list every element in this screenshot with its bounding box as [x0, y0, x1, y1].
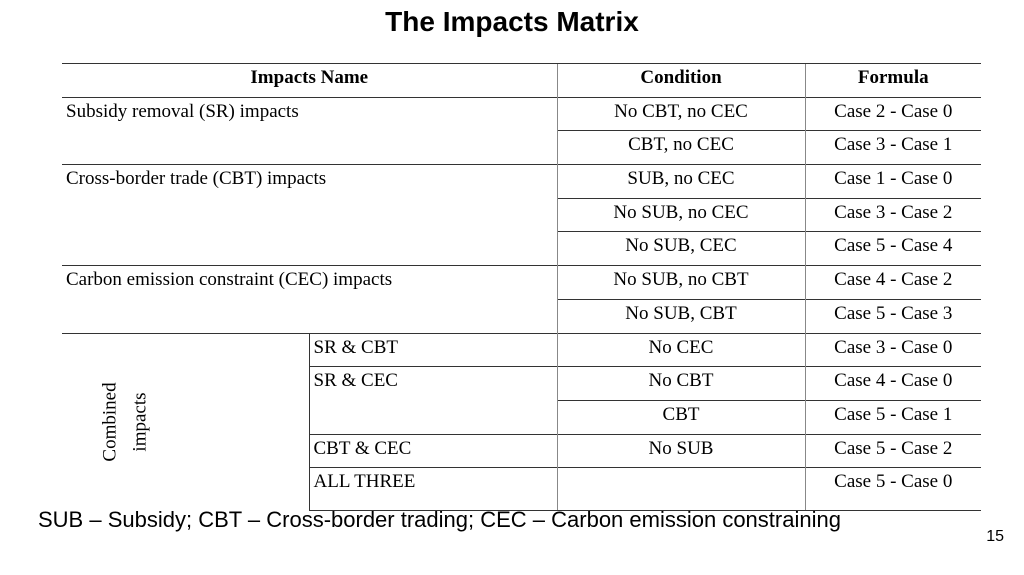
table-row: No SUB, CEC Case 5 - Case 4: [62, 231, 981, 266]
combined-cell: Combined impacts: [62, 332, 309, 511]
column-header: Formula: [804, 63, 981, 98]
condition-cell: [556, 467, 805, 512]
formula-cell: Case 2 - Case 0: [804, 96, 981, 131]
formula-cell: Case 5 - Case 3: [804, 298, 981, 333]
table-row: Subsidy removal (SR) impacts No CBT, no C…: [62, 96, 981, 165]
formula-cell: Case 1 - Case 0: [804, 164, 981, 199]
formula-cell: Case 3 - Case 1: [804, 130, 981, 165]
condition-cell: No CBT: [556, 366, 805, 401]
table-row: SR & CEC No CBT Case 4 - Case 0: [62, 366, 981, 435]
title: The Impacts Matrix: [385, 6, 639, 37]
table-row: Combined impacts SR & CBT No CEC Case 3 - C…: [62, 332, 981, 511]
page-number: 15: [986, 528, 1004, 545]
header-row: Impacts Name Condition Formula: [62, 63, 981, 98]
combined-item: SR & CBT: [308, 332, 557, 367]
combined-label: Combined impacts: [99, 382, 151, 462]
formula-cell: Case 5 - Case 2: [804, 433, 981, 468]
column-header: Impacts Name: [62, 63, 557, 98]
formula-cell: Case 5 - Case 0: [804, 467, 981, 512]
table-row: CBT, no CEC Case 3 - Case 1: [62, 130, 981, 165]
table-row: No SUB, no CEC Case 3 - Case 2: [62, 197, 981, 232]
formula-cell: Case 5 - Case 4: [804, 231, 981, 266]
impacts-table: Impacts Name Condition Formula Subsidy r…: [62, 63, 981, 512]
table-row: ALL THREE Case 5 - Case 0: [62, 467, 981, 512]
table-row: Carbon emission constraint (CEC) impacts…: [62, 265, 981, 333]
impact-name: Carbon emission constraint (CEC) impacts: [62, 265, 557, 333]
column-header: Condition: [556, 63, 805, 98]
combined-item: SR & CEC: [308, 366, 557, 435]
formula-cell: Case 4 - Case 2: [804, 265, 981, 300]
table-row: CBT Case 5 - Case 1: [62, 399, 981, 435]
condition-cell: No SUB, CEC: [556, 231, 805, 266]
condition-cell: SUB, no CEC: [556, 164, 805, 199]
combined-item: CBT & CEC: [308, 433, 557, 468]
table-row: No SUB, CBT Case 5 - Case 3: [62, 298, 981, 333]
formula-cell: Case 3 - Case 2: [804, 197, 981, 232]
condition-cell: No SUB, no CBT: [556, 265, 805, 300]
table-row: Cross-border trade (CBT) impacts SUB, no …: [62, 164, 981, 266]
formula-cell: Case 3 - Case 0: [804, 332, 981, 367]
formula-cell: Case 5 - Case 1: [804, 399, 981, 435]
impact-name: Cross-border trade (CBT) impacts: [62, 164, 557, 266]
condition-cell: No CBT, no CEC: [556, 96, 805, 131]
condition-cell: No SUB, CBT: [556, 298, 805, 333]
footnote: SUB – Subsidy; CBT – Cross-border tradin…: [38, 507, 841, 532]
combined-item: ALL THREE: [308, 467, 557, 512]
condition-cell: CBT: [556, 399, 805, 435]
condition-cell: No SUB, no CEC: [556, 197, 805, 232]
condition-cell: CBT, no CEC: [556, 130, 805, 165]
table-row: CBT & CEC No SUB Case 5 - Case 2: [62, 433, 981, 468]
formula-cell: Case 4 - Case 0: [804, 366, 981, 401]
condition-cell: No SUB: [556, 433, 805, 468]
impact-name: Subsidy removal (SR) impacts: [62, 96, 557, 165]
condition-cell: No CEC: [556, 332, 805, 367]
